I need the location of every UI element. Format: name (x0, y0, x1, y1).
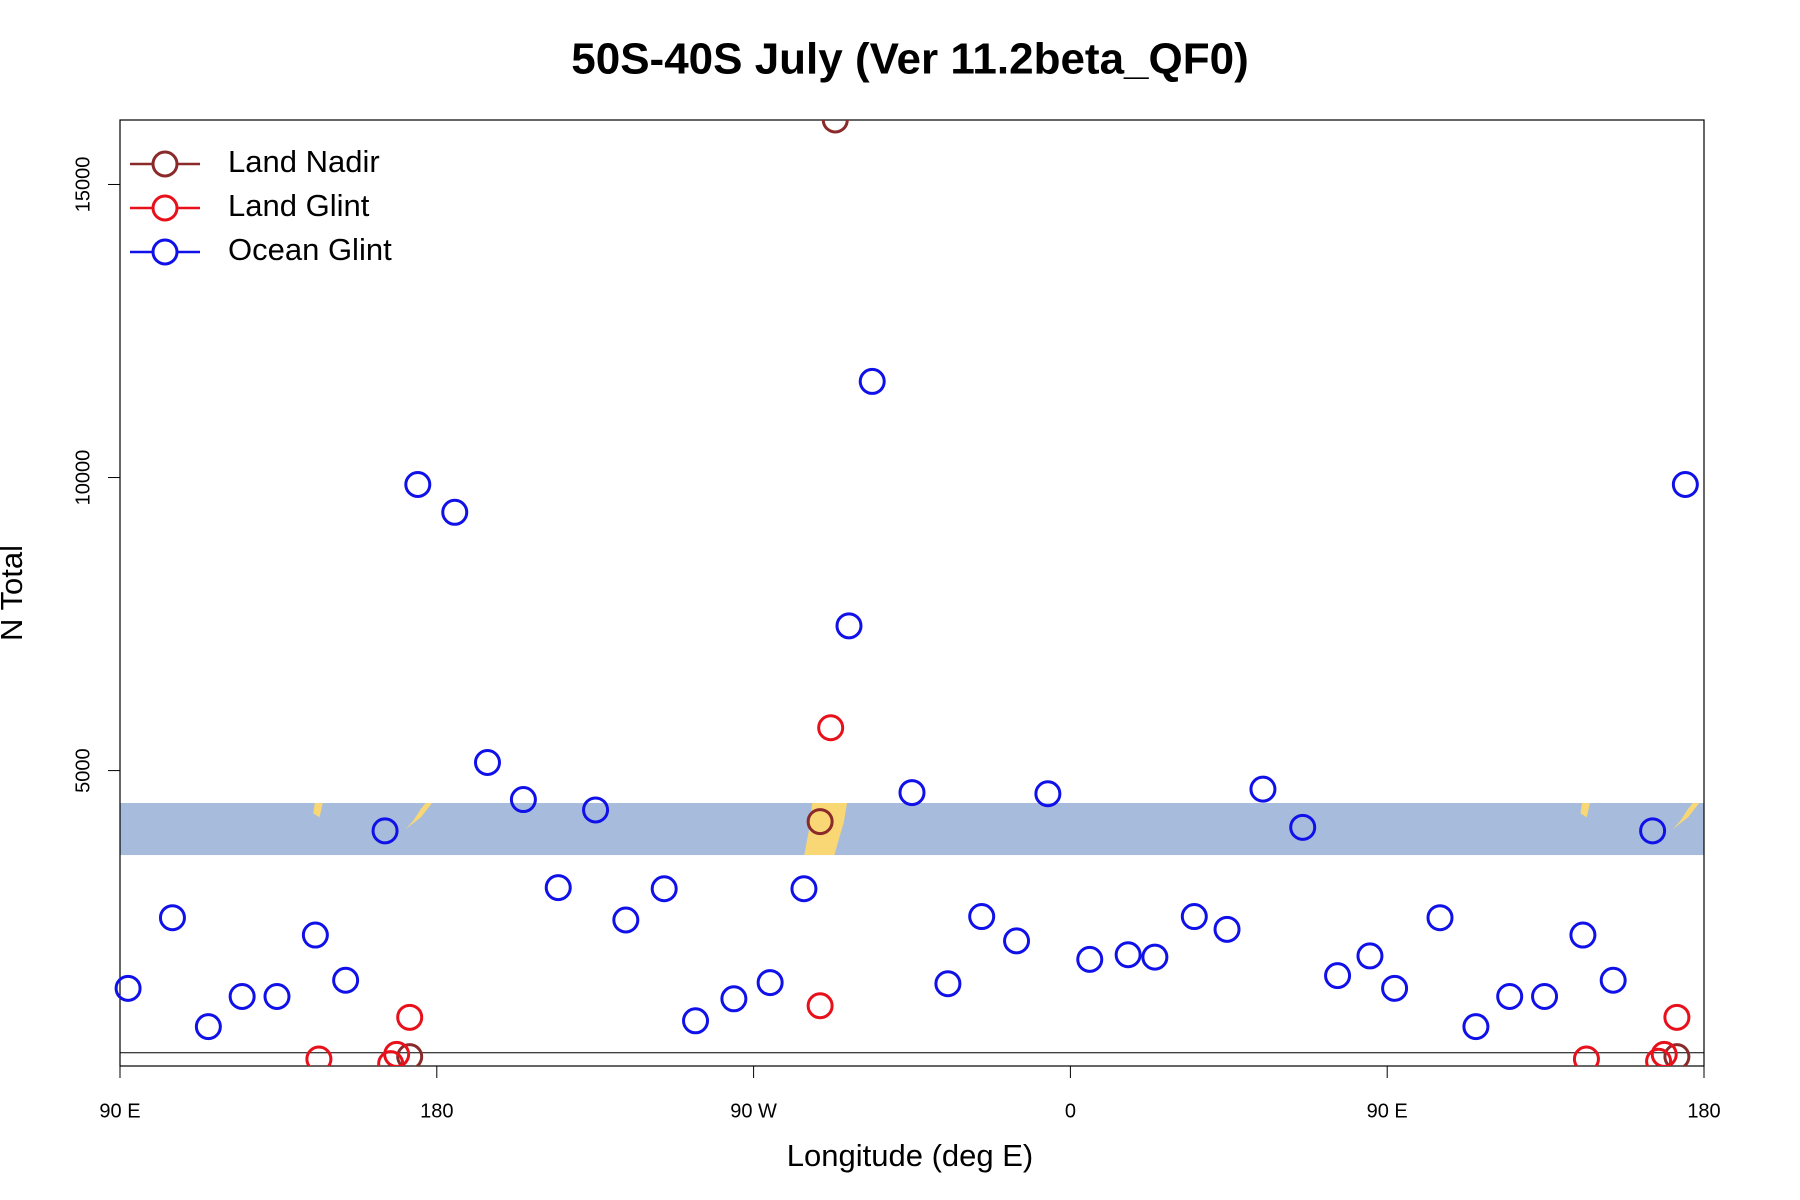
point (305, 1045, 333, 1066)
point (582, 796, 610, 824)
point (650, 875, 678, 903)
point (756, 969, 784, 997)
point (720, 985, 748, 1013)
x-tick-label: 90 E (99, 1100, 140, 1122)
point (1356, 942, 1384, 970)
point (968, 903, 996, 931)
y-tick-label: 10000 (72, 450, 94, 506)
point (1599, 966, 1627, 994)
point (806, 992, 834, 1020)
point (858, 367, 886, 395)
point (817, 714, 845, 742)
point (1663, 1003, 1691, 1031)
point (473, 749, 501, 777)
point (934, 970, 962, 998)
point (682, 1007, 710, 1035)
point (612, 906, 640, 934)
point (898, 779, 926, 807)
land (1580, 803, 1590, 818)
point (1671, 471, 1699, 499)
point (1426, 904, 1454, 932)
point (371, 817, 399, 845)
point (1496, 982, 1524, 1010)
x-tick-label: 180 (420, 1100, 453, 1122)
points (114, 120, 1699, 1066)
land (313, 803, 323, 818)
legend-label: Ocean Glint (228, 232, 392, 267)
point (377, 1050, 405, 1066)
point (396, 1003, 424, 1031)
legend-label: Land Glint (228, 188, 370, 223)
x-axis-label: Longitude (deg E) (787, 1138, 1033, 1173)
point (1572, 1045, 1600, 1066)
point (1249, 775, 1277, 803)
plot-frame (119, 119, 1705, 1067)
point (1462, 1013, 1490, 1041)
point (1114, 941, 1142, 969)
point (332, 966, 360, 994)
x-tick-label: 180 (1687, 1100, 1720, 1122)
point (806, 808, 834, 836)
point (1324, 962, 1352, 990)
point (263, 982, 291, 1010)
point (441, 498, 469, 526)
point (158, 904, 186, 932)
point (1531, 982, 1559, 1010)
point (1639, 817, 1667, 845)
point (1645, 1047, 1673, 1066)
point (821, 120, 849, 134)
point (1076, 945, 1104, 973)
point (790, 875, 818, 903)
point (1034, 780, 1062, 808)
point (194, 1013, 222, 1041)
y-tick-label: 5000 (72, 748, 94, 793)
legend-marker (151, 238, 179, 266)
point (1003, 927, 1031, 955)
point (1180, 903, 1208, 931)
x-tick-label: 90 W (730, 1100, 777, 1122)
point (1141, 943, 1169, 971)
x-tick-label: 0 (1065, 1100, 1076, 1122)
point (396, 1043, 424, 1066)
y-axis-label: N Total (0, 545, 29, 641)
point (228, 982, 256, 1010)
point (544, 874, 572, 902)
map-strip (120, 803, 1704, 856)
land (804, 803, 848, 856)
legend-marker (151, 194, 179, 222)
legend-label: Land Nadir (228, 144, 380, 179)
point (114, 974, 142, 1002)
point (509, 786, 537, 814)
x-tick-label: 90 E (1367, 1100, 1408, 1122)
point (1569, 921, 1597, 949)
point (1213, 915, 1241, 943)
land (1672, 803, 1700, 830)
legend-marker (151, 150, 179, 178)
point (404, 471, 432, 499)
point (301, 921, 329, 949)
point (1650, 1040, 1678, 1066)
point (1381, 974, 1409, 1002)
point (835, 612, 863, 640)
point (1289, 813, 1317, 841)
point (1663, 1043, 1691, 1066)
land (405, 803, 433, 830)
chart-title: 50S-40S July (Ver 11.2beta_QF0) (571, 35, 1249, 84)
y-tick-label: 15000 (72, 157, 94, 213)
